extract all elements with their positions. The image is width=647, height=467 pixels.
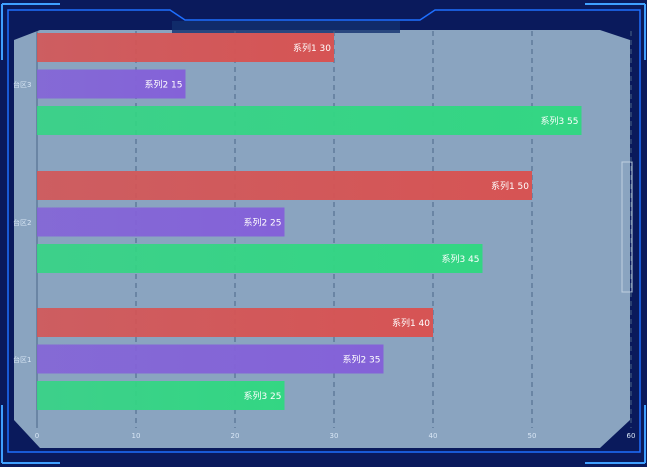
x-tick-label: 40 (429, 432, 438, 440)
value-axis: 0 10 20 30 40 50 60 (35, 432, 636, 440)
x-tick-label: 30 (330, 432, 339, 440)
x-tick-label: 10 (132, 432, 141, 440)
bar-台区1-系列3 (37, 381, 285, 410)
category-label: 台区1 (13, 355, 31, 364)
bar-台区1-系列2 (37, 344, 384, 374)
data-label: 系列2 35 (342, 354, 380, 366)
corner-brackets (1, 3, 646, 464)
data-labels: 系列1 30 系列2 15 系列3 55 系列1 50 系列2 25 系列3 45 系列1 … (144, 42, 578, 402)
data-label: 系列1 50 (491, 180, 529, 192)
x-tick-label: 50 (528, 432, 537, 440)
category-label: 台区2 (13, 218, 31, 227)
bar-marks (37, 33, 582, 410)
bar-台区3-系列2 (37, 69, 186, 99)
data-label: 系列1 30 (293, 42, 331, 54)
outer-frame-border (7, 9, 641, 453)
side-bracket (621, 161, 633, 293)
bar-台区2-系列2 (37, 207, 285, 237)
data-label: 系列3 55 (540, 115, 578, 127)
bar-台区1-系列1 (37, 308, 433, 337)
bar-台区3-系列1 (37, 33, 334, 62)
bar-台区2-系列3 (37, 244, 483, 273)
data-label: 系列1 40 (392, 317, 430, 329)
x-tick-label: 20 (231, 432, 240, 440)
data-label: 系列3 45 (441, 253, 479, 265)
category-label: 台区3 (13, 80, 31, 89)
bar-台区3-系列3 (37, 106, 582, 135)
data-label: 系列2 25 (243, 217, 281, 229)
category-axis: 台区3 台区2 台区1 (13, 80, 31, 364)
data-label: 系列3 25 (243, 390, 281, 402)
x-tick-label: 0 (35, 432, 39, 440)
data-label: 系列2 15 (144, 79, 182, 91)
bar-台区2-系列1 (37, 171, 532, 200)
x-tick-label: 60 (627, 432, 636, 440)
title-tab (172, 21, 400, 33)
